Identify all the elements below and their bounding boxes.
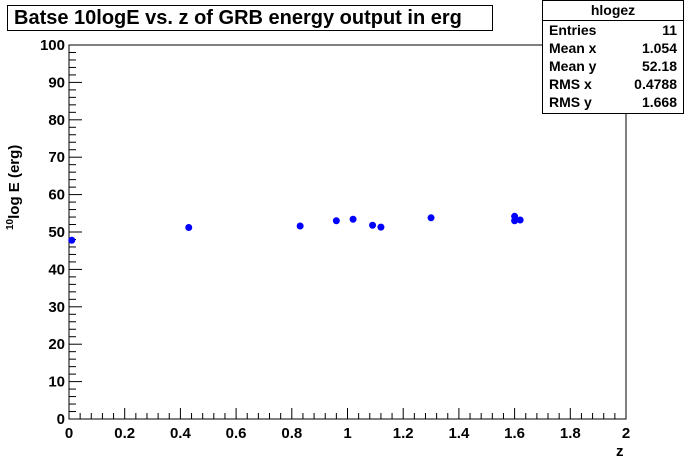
y-axis-label-text: log E (erg) [6, 144, 23, 219]
stats-key: Entries [549, 22, 597, 38]
x-tick-label: 1.2 [393, 425, 414, 442]
x-tick-label: 0.2 [114, 425, 135, 442]
stats-key: RMS x [549, 76, 592, 92]
stats-row-entries: Entries 11 [543, 21, 683, 39]
stats-box: hlogez Entries 11 Mean x 1.054 Mean y 52… [542, 0, 684, 114]
data-point [516, 216, 524, 224]
y-tick-label: 40 [48, 261, 65, 278]
stats-row-rms-y: RMS y 1.668 [543, 93, 683, 111]
data-point [369, 221, 377, 229]
x-tick-label: 1.8 [560, 425, 581, 442]
stats-row-rms-x: RMS x 0.4788 [543, 75, 683, 93]
y-tick-label: 30 [48, 299, 65, 316]
x-tick-label: 0 [65, 425, 73, 442]
y-tick-label: 0 [57, 411, 65, 428]
x-tick-label: 0.8 [281, 425, 302, 442]
data-point [427, 214, 435, 222]
x-tick-label: 1.6 [504, 425, 525, 442]
stats-value: 1.668 [641, 94, 677, 110]
stats-value: 52.18 [641, 58, 677, 74]
x-tick-label: 0.6 [226, 425, 247, 442]
data-point [332, 217, 340, 225]
y-tick-label: 60 [48, 187, 65, 204]
data-point [296, 222, 304, 230]
stats-key: Mean y [549, 58, 597, 74]
stats-row-mean-x: Mean x 1.054 [543, 39, 683, 57]
stats-row-mean-y: Mean y 52.18 [543, 57, 683, 75]
y-tick-label: 90 [48, 74, 65, 91]
stats-key: RMS y [549, 94, 592, 110]
chart-title: Batse 10logE vs. z of GRB energy output … [7, 5, 493, 31]
y-axis-label-superscript: 10 [5, 218, 16, 230]
data-point [185, 224, 193, 232]
stats-value: 1.054 [641, 40, 677, 56]
data-point [349, 215, 357, 223]
x-tick-label: 1.4 [448, 425, 470, 442]
stats-name: hlogez [543, 1, 683, 21]
x-axis-label: z [616, 443, 624, 460]
data-point [68, 236, 76, 244]
y-tick-label: 70 [48, 149, 65, 166]
data-point [511, 217, 519, 225]
x-tick-label: 0.4 [170, 425, 192, 442]
stats-key: Mean x [549, 40, 597, 56]
x-tick-label: 1 [343, 425, 351, 442]
y-tick-label: 10 [48, 374, 65, 391]
y-tick-label: 50 [48, 224, 65, 241]
x-tick-label: 2 [622, 425, 630, 442]
stats-value: 11 [662, 22, 677, 38]
stats-value: 0.4788 [634, 76, 677, 92]
data-point [377, 223, 385, 231]
y-tick-label: 80 [48, 112, 65, 129]
y-tick-label: 100 [40, 37, 65, 54]
y-tick-label: 20 [48, 336, 65, 353]
